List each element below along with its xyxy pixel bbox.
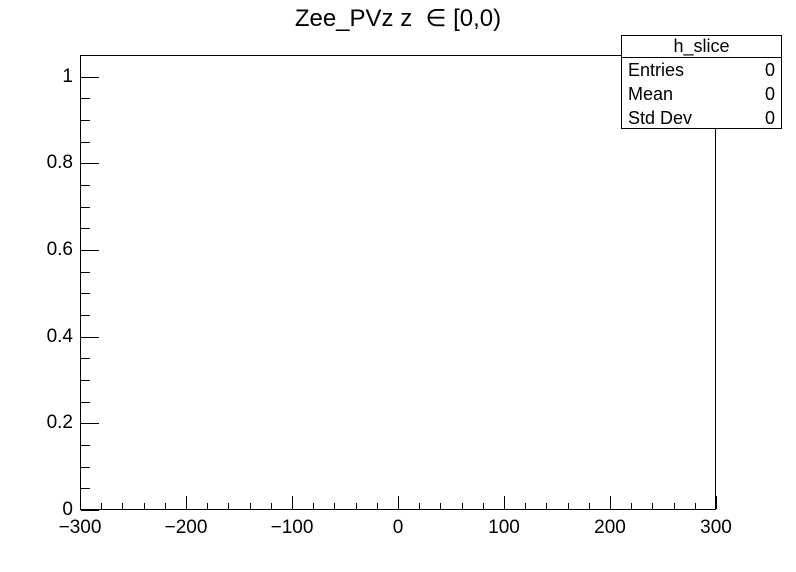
stats-value: 0 — [764, 84, 775, 104]
x-tick-major — [398, 496, 399, 509]
x-tick-major — [186, 496, 187, 509]
y-tick-minor — [81, 293, 90, 294]
x-tick-major — [80, 496, 81, 509]
stats-label: Entries — [628, 60, 685, 80]
x-tick-minor — [674, 503, 675, 509]
x-tick-minor — [250, 503, 251, 509]
y-tick-major — [81, 77, 99, 78]
y-tick-label: 0 — [62, 499, 73, 520]
stats-value: 0 — [764, 108, 775, 128]
x-tick-minor — [165, 503, 166, 509]
x-tick-minor — [122, 503, 123, 509]
x-tick-label: 300 — [700, 517, 732, 538]
y-tick-minor — [81, 228, 90, 229]
x-tick-minor — [419, 503, 420, 509]
x-tick-minor — [356, 503, 357, 509]
y-tick-major — [81, 510, 99, 511]
y-tick-minor — [81, 445, 90, 446]
y-tick-label: 0.4 — [46, 326, 73, 347]
x-tick-minor — [313, 503, 314, 509]
stats-row-entries: Entries 0 — [622, 58, 781, 82]
y-tick-major — [81, 250, 99, 251]
x-tick-minor — [652, 503, 653, 509]
x-tick-label: 200 — [594, 517, 626, 538]
y-tick-minor — [81, 358, 90, 359]
y-tick-minor — [81, 98, 90, 99]
y-tick-minor — [81, 272, 90, 273]
y-tick-label: 1 — [62, 66, 73, 87]
y-tick-label: 0.6 — [46, 239, 73, 260]
y-tick-major — [81, 337, 99, 338]
x-tick-minor — [334, 503, 335, 509]
x-tick-minor — [271, 503, 272, 509]
stats-box: h_slice Entries 0 Mean 0 Std Dev 0 — [621, 35, 782, 129]
x-tick-label: −100 — [270, 517, 314, 538]
y-tick-minor — [81, 55, 90, 56]
x-tick-label: 100 — [488, 517, 520, 538]
stats-box-title: h_slice — [622, 36, 781, 58]
x-tick-minor — [228, 503, 229, 509]
x-tick-minor — [101, 503, 102, 509]
x-tick-major — [504, 496, 505, 509]
y-tick-minor — [81, 120, 90, 121]
plot-frame — [80, 55, 716, 510]
x-tick-label: −200 — [164, 517, 208, 538]
y-tick-minor — [81, 467, 90, 468]
x-tick-minor — [462, 503, 463, 509]
x-tick-minor — [207, 503, 208, 509]
x-tick-label: 0 — [392, 517, 404, 538]
y-tick-minor — [81, 185, 90, 186]
x-tick-minor — [144, 503, 145, 509]
y-tick-minor — [81, 380, 90, 381]
y-tick-minor — [81, 402, 90, 403]
x-tick-label: −300 — [58, 517, 102, 538]
y-tick-label: 0.2 — [46, 412, 73, 433]
y-tick-major — [81, 163, 99, 164]
y-tick-label: 0.8 — [46, 152, 73, 173]
stats-label: Std Dev — [628, 108, 693, 128]
y-tick-major — [81, 423, 99, 424]
x-tick-minor — [695, 503, 696, 509]
y-tick-minor — [81, 142, 90, 143]
x-tick-minor — [377, 503, 378, 509]
x-tick-minor — [440, 503, 441, 509]
x-tick-minor — [546, 503, 547, 509]
stats-row-mean: Mean 0 — [622, 82, 781, 106]
x-tick-minor — [589, 503, 590, 509]
y-tick-minor — [81, 207, 90, 208]
x-tick-major — [610, 496, 611, 509]
y-tick-minor — [81, 488, 90, 489]
x-tick-minor — [631, 503, 632, 509]
chart-title: Zee_PVz z ∈ [0,0) — [294, 5, 502, 32]
x-tick-minor — [525, 503, 526, 509]
stats-value: 0 — [764, 60, 775, 80]
y-tick-minor — [81, 315, 90, 316]
stats-label: Mean — [628, 84, 674, 104]
x-tick-major — [716, 496, 717, 509]
x-tick-major — [292, 496, 293, 509]
x-tick-minor — [483, 503, 484, 509]
x-tick-minor — [568, 503, 569, 509]
stats-row-stddev: Std Dev 0 — [622, 106, 781, 130]
